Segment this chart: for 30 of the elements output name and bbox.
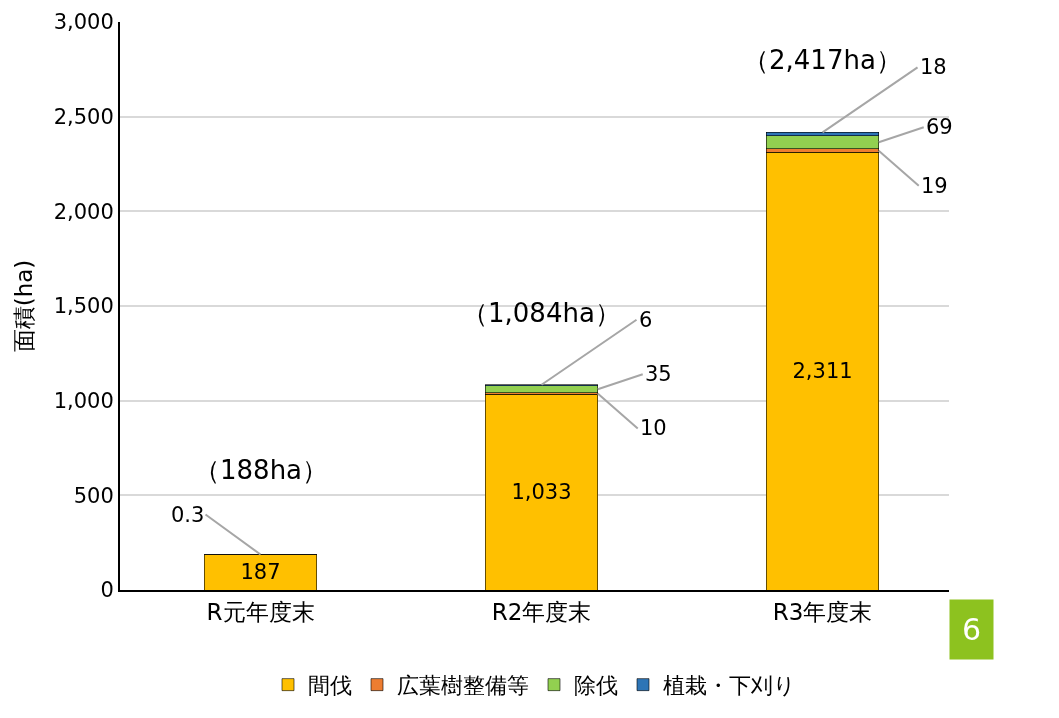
y-tick-label: 1,000 xyxy=(53,389,114,414)
x-tick-label: R元年度末 xyxy=(206,598,315,625)
y-axis-title: 面積(ha) xyxy=(10,259,37,353)
y-tick-label: 2,500 xyxy=(53,105,114,130)
bar xyxy=(766,135,880,150)
data-label: 6 xyxy=(639,308,653,332)
total-label: （188ha） xyxy=(194,455,329,485)
data-label: 0.3 xyxy=(171,503,205,527)
total-label: （1,084ha） xyxy=(462,298,621,328)
data-label: 19 xyxy=(921,174,948,198)
data-label: 18 xyxy=(920,55,947,79)
text: 6 xyxy=(962,612,982,647)
legend-label: 広葉樹整備等 xyxy=(397,673,529,699)
y-tick-label: 3,000 xyxy=(53,10,114,35)
y-tick-label: 500 xyxy=(73,483,114,508)
y-tick-label: 1,500 xyxy=(53,294,114,319)
data-label: 187 xyxy=(240,560,281,585)
y-tick-label: 0 xyxy=(100,578,114,603)
data-label: 1,033 xyxy=(511,480,572,505)
total-label: （2,417ha） xyxy=(743,45,902,75)
legend-label: 間伐 xyxy=(308,673,352,699)
legend-label: 植栽・下刈り xyxy=(663,673,796,699)
x-tick-label: R2年度末 xyxy=(491,598,592,625)
legend-label: 除伐 xyxy=(574,673,618,699)
data-label: 35 xyxy=(645,362,672,386)
data-label: 2,311 xyxy=(792,359,853,384)
x-tick-label: R3年度末 xyxy=(772,598,873,625)
y-tick-label: 2,000 xyxy=(53,199,114,224)
data-label: 69 xyxy=(926,115,953,139)
data-label: 10 xyxy=(640,416,667,440)
